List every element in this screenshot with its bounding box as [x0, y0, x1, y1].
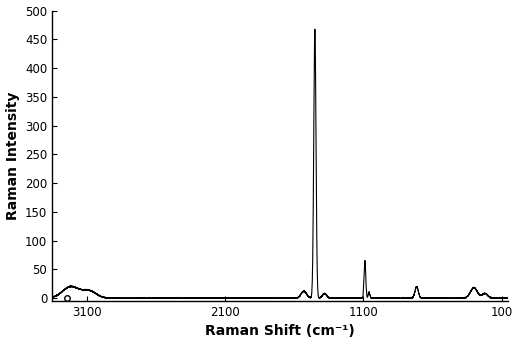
- X-axis label: Raman Shift (cm⁻¹): Raman Shift (cm⁻¹): [206, 324, 355, 338]
- Y-axis label: Raman Intensity: Raman Intensity: [6, 92, 20, 220]
